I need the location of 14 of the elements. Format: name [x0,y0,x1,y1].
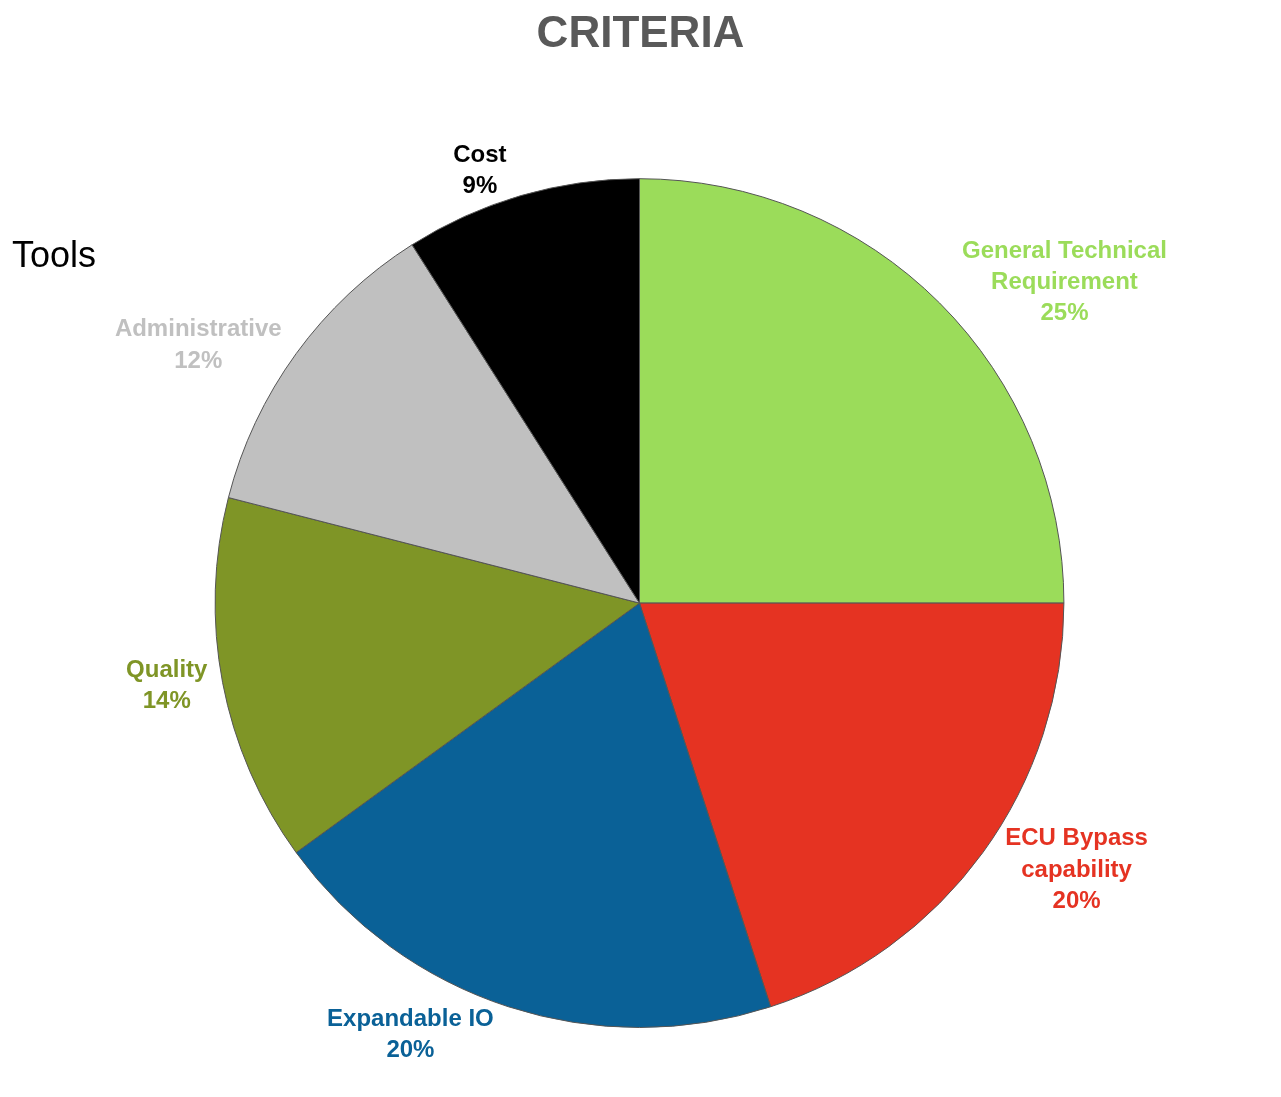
data-label: 12% [174,345,223,373]
data-label: 25% [1040,298,1089,326]
slice-label: Quality [126,654,209,682]
data-label: 20% [1052,885,1101,913]
chart-title: CRITERIA [536,7,745,57]
data-label: 14% [142,685,191,713]
slice-label: ECU Bypass capability [1005,823,1148,882]
data-label: 9% [462,170,498,198]
data-label: 20% [386,1035,435,1063]
slice-label: Administrative [114,314,282,342]
text: Tools [12,234,97,275]
slice-label: General Technical Requirement [961,235,1167,295]
slice-label: Cost [453,139,507,167]
slice-label: Expandable IO [327,1003,494,1031]
